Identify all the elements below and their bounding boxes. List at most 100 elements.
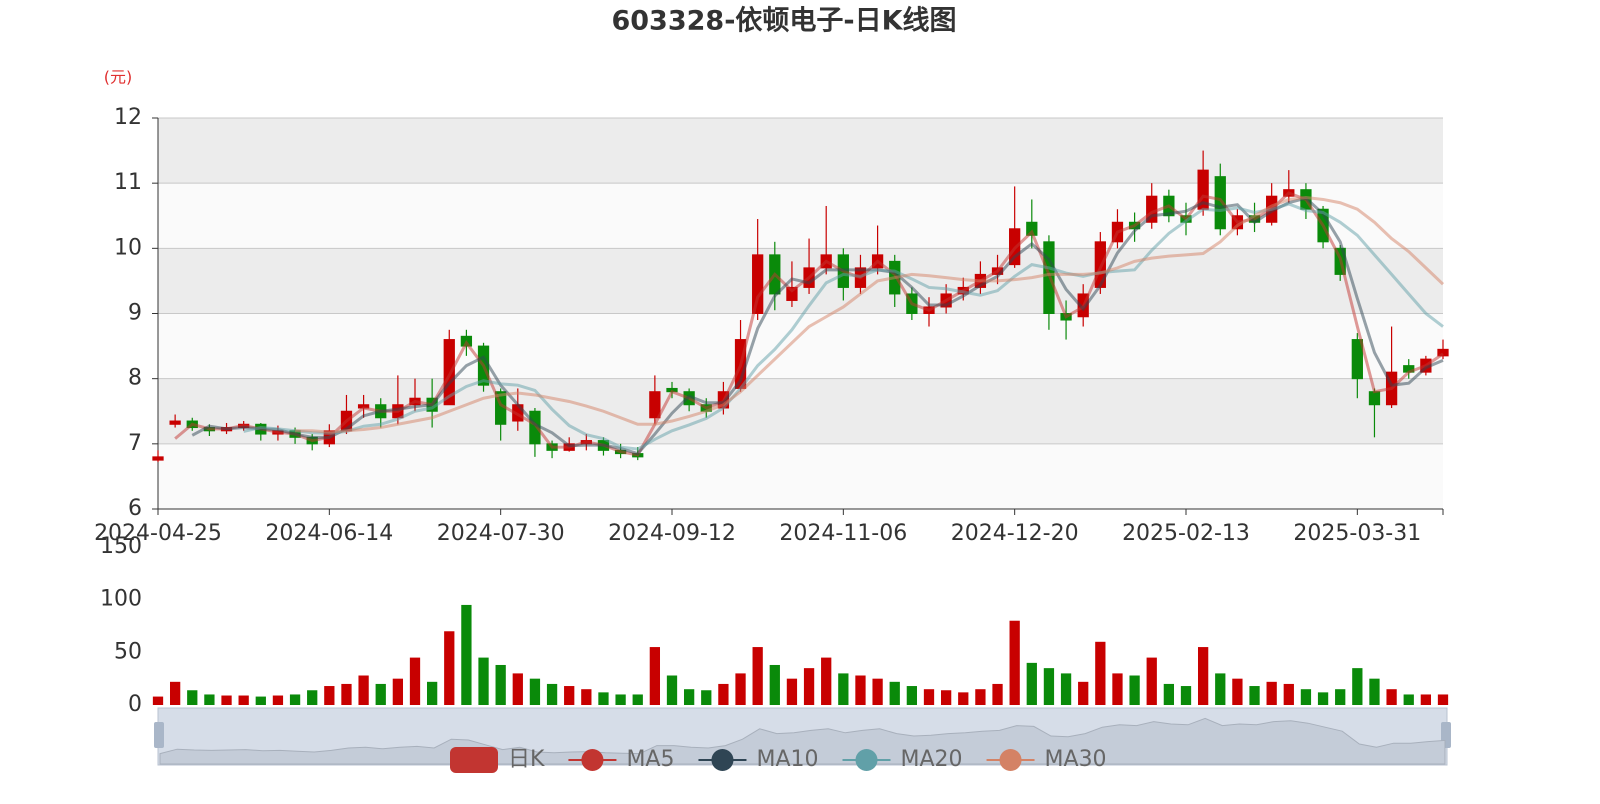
y-tick-label: 9 xyxy=(128,301,142,326)
legend-icon[interactable] xyxy=(581,749,604,771)
legend-icon[interactable] xyxy=(999,749,1022,771)
volume-bar xyxy=(958,692,969,705)
candle-body xyxy=(786,286,798,301)
volume-bar xyxy=(375,683,386,705)
volume-bar xyxy=(289,694,301,705)
volume-bar xyxy=(1386,689,1397,705)
volume-bar xyxy=(581,689,592,705)
candle-body xyxy=(752,254,764,315)
volume-bar xyxy=(906,686,918,705)
volume-bar xyxy=(1146,657,1157,705)
volume-tick-label: 0 xyxy=(128,692,142,717)
volume-bar xyxy=(1300,689,1312,705)
volume-bar xyxy=(1060,673,1072,705)
chart-title: 603328-依顿电子-日K线图 xyxy=(611,6,956,37)
ma-line xyxy=(243,202,1444,451)
legend-item[interactable]: 日K xyxy=(450,747,545,773)
volume-bar xyxy=(1369,678,1380,705)
legend-item[interactable]: MA30 xyxy=(986,747,1107,772)
volume-bar xyxy=(341,683,352,705)
volume-bar xyxy=(1266,681,1277,705)
x-tick-label: 2024-09-12 xyxy=(608,521,736,546)
volume-bar xyxy=(632,694,643,705)
legend-icon[interactable] xyxy=(711,749,734,771)
legend-item[interactable]: MA10 xyxy=(698,747,819,772)
volume-bar xyxy=(1129,675,1140,705)
volume-bar xyxy=(992,683,1003,705)
candle-body xyxy=(169,420,181,425)
volume-bar xyxy=(409,657,421,705)
volume-bar xyxy=(187,690,198,705)
volume-bar xyxy=(512,673,523,705)
y-tick-label: 10 xyxy=(114,235,142,260)
volume-bar xyxy=(683,689,695,705)
volume-bar xyxy=(444,631,455,705)
volume-tick-label: 100 xyxy=(100,587,142,612)
volume-bar xyxy=(1420,694,1432,705)
legend-label[interactable]: MA20 xyxy=(901,747,963,772)
volume-bar xyxy=(872,678,883,705)
y-tick-label: 12 xyxy=(114,105,142,130)
volume-bar xyxy=(1197,647,1209,705)
zoom-handle[interactable] xyxy=(154,722,164,748)
legend-label[interactable]: MA10 xyxy=(756,747,818,772)
volume-bar xyxy=(1043,668,1055,705)
candle-body xyxy=(1214,176,1226,230)
legend-label[interactable]: MA30 xyxy=(1045,747,1107,772)
volume-bar xyxy=(821,657,832,705)
volume-bar xyxy=(1335,689,1346,705)
volume-bar xyxy=(701,690,712,705)
volume-bar xyxy=(221,695,232,705)
legend: 日K MA5 MA10 MA20 MA30 xyxy=(450,747,1107,773)
volume-bar xyxy=(152,696,164,705)
volume-bar xyxy=(529,678,541,705)
volume-bar xyxy=(564,686,575,705)
volume-bar xyxy=(735,673,746,705)
volume-bar xyxy=(649,647,661,705)
volume-bar xyxy=(478,657,489,705)
volume-bar xyxy=(1437,694,1449,705)
y-tick-label: 6 xyxy=(128,496,142,521)
volume-bar xyxy=(546,683,558,705)
legend-label[interactable]: 日K xyxy=(508,747,545,772)
volume-bar xyxy=(923,689,935,705)
split-area xyxy=(158,378,1443,444)
volume-tick-label: 150 xyxy=(100,534,142,559)
volume-bar xyxy=(838,673,849,705)
volume-bar xyxy=(204,694,215,705)
y-tick-label: 8 xyxy=(128,366,142,391)
y-unit-label: (元) xyxy=(104,68,133,87)
volume-bar xyxy=(324,686,335,705)
volume-bar xyxy=(495,664,506,705)
volume-bar xyxy=(1317,692,1329,705)
x-tick-label: 2024-11-06 xyxy=(779,521,907,546)
marks xyxy=(152,150,1449,705)
volume-bar xyxy=(718,683,729,705)
split-area xyxy=(158,118,1443,184)
volume-bar xyxy=(307,690,318,705)
volume-bar xyxy=(615,694,626,705)
volume-bar xyxy=(769,664,780,705)
legend-icon[interactable] xyxy=(855,749,878,771)
volume-bar xyxy=(1095,641,1106,705)
ma-line xyxy=(295,195,1445,434)
grid: 6 7 8 9 10 11 12 2024-04-25 2024-06-14 2024-07-30… xyxy=(94,105,1444,717)
volume-bar xyxy=(255,696,266,705)
legend-item[interactable]: MA20 xyxy=(842,747,963,772)
candle-body xyxy=(1351,339,1363,380)
volume-bar xyxy=(358,675,369,705)
volume-bar xyxy=(461,604,472,705)
candle-body xyxy=(1368,391,1381,406)
volume-bar xyxy=(392,678,404,705)
legend-label[interactable]: MA5 xyxy=(626,747,674,772)
legend-icon[interactable] xyxy=(450,747,498,773)
volume-bar xyxy=(752,647,763,705)
volume-bar xyxy=(1232,678,1243,705)
x-tick-label: 2024-06-14 xyxy=(265,521,393,546)
x-tick-label: 2024-07-30 xyxy=(437,521,565,546)
volume-bar xyxy=(889,681,900,705)
legend-item[interactable]: MA5 xyxy=(568,747,674,772)
volume-bar xyxy=(1283,683,1294,705)
x-tick-label: 2025-02-13 xyxy=(1122,521,1250,546)
